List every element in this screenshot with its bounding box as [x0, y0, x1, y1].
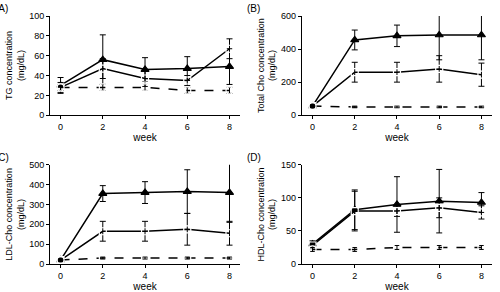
- svg-text:0: 0: [310, 122, 315, 132]
- svg-text:6: 6: [437, 271, 442, 281]
- svg-text:(B): (B): [247, 3, 260, 14]
- svg-text:60: 60: [34, 51, 44, 61]
- svg-text:200: 200: [29, 219, 44, 229]
- svg-text:8: 8: [227, 122, 232, 132]
- svg-text:20: 20: [34, 91, 44, 101]
- svg-text:HDL-Cho concentration(mg/dL): HDL-Cho concentration(mg/dL): [256, 167, 278, 261]
- svg-text:2: 2: [352, 122, 357, 132]
- svg-text:400: 400: [29, 180, 44, 190]
- svg-text:8: 8: [227, 271, 232, 281]
- svg-text:week: week: [132, 281, 157, 292]
- svg-text:40: 40: [34, 71, 44, 81]
- svg-text:500: 500: [29, 160, 44, 170]
- svg-text:4: 4: [394, 122, 399, 132]
- svg-text:100: 100: [29, 11, 44, 21]
- svg-text:0: 0: [39, 110, 44, 120]
- svg-text:0: 0: [291, 259, 296, 269]
- svg-text:0: 0: [58, 122, 63, 132]
- svg-text:300: 300: [29, 200, 44, 210]
- svg-text:(C): (C): [0, 152, 9, 163]
- svg-text:week: week: [384, 281, 409, 292]
- svg-text:6: 6: [437, 122, 442, 132]
- svg-text:6: 6: [185, 271, 190, 281]
- svg-text:200: 200: [281, 77, 296, 87]
- svg-text:6: 6: [185, 122, 190, 132]
- svg-text:4: 4: [394, 271, 399, 281]
- svg-text:(D): (D): [247, 152, 261, 163]
- svg-text:0: 0: [39, 259, 44, 269]
- svg-text:0: 0: [58, 271, 63, 281]
- svg-text:2: 2: [100, 271, 105, 281]
- svg-text:week: week: [384, 132, 409, 143]
- svg-text:(A): (A): [0, 3, 8, 14]
- svg-text:4: 4: [143, 122, 148, 132]
- svg-text:Total Cho concentration(mg/dL): Total Cho concentration(mg/dL): [256, 18, 278, 113]
- svg-text:600: 600: [281, 11, 296, 21]
- svg-text:0: 0: [310, 271, 315, 281]
- svg-text:4: 4: [143, 271, 148, 281]
- svg-text:100: 100: [281, 193, 296, 203]
- svg-text:0: 0: [291, 110, 296, 120]
- svg-text:8: 8: [479, 271, 484, 281]
- svg-text:80: 80: [34, 31, 44, 41]
- svg-text:100: 100: [29, 239, 44, 249]
- svg-text:2: 2: [352, 271, 357, 281]
- svg-text:400: 400: [281, 44, 296, 54]
- svg-text:8: 8: [479, 122, 484, 132]
- svg-text:150: 150: [281, 160, 296, 170]
- svg-text:week: week: [132, 132, 157, 143]
- svg-text:LDL-Cho concentration(mg/dL): LDL-Cho concentration(mg/dL): [4, 168, 26, 261]
- svg-text:TG concentration(mg/dL): TG concentration(mg/dL): [4, 31, 26, 100]
- svg-text:50: 50: [286, 226, 296, 236]
- svg-text:2: 2: [100, 122, 105, 132]
